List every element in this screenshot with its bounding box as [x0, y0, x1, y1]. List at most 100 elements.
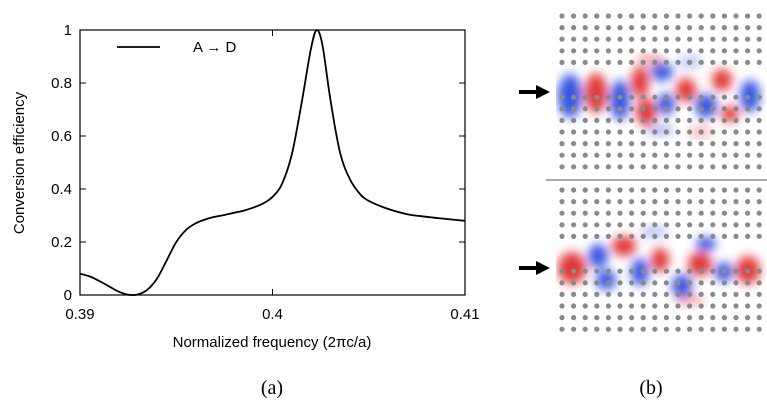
dielectric-rod	[605, 291, 612, 297]
dielectric-rod	[663, 94, 670, 100]
dielectric-rod	[605, 233, 612, 239]
dielectric-rod	[559, 280, 565, 286]
dielectric-rod	[756, 59, 762, 65]
dielectric-rod	[594, 59, 600, 65]
dielectric-rod	[640, 315, 646, 321]
dielectric-rod	[756, 129, 762, 135]
dielectric-rod	[605, 117, 612, 123]
dielectric-rod	[640, 268, 646, 274]
dielectric-rod	[721, 268, 728, 274]
dielectric-rod	[675, 36, 681, 42]
dielectric-rod	[571, 291, 577, 297]
dielectric-rod	[582, 59, 588, 65]
dielectric-rod	[559, 303, 565, 309]
dielectric-rod	[640, 129, 646, 135]
dielectric-rod	[582, 233, 588, 239]
y-axis-ticks: 0 0.2 0.4 0.6 0.8 1	[51, 22, 465, 304]
dielectric-rod	[721, 13, 728, 19]
dielectric-rod	[721, 326, 728, 332]
dielectric-rod	[571, 152, 577, 158]
dielectric-rod	[571, 187, 577, 193]
dielectric-rod	[605, 36, 612, 42]
dielectric-rod	[698, 303, 704, 309]
dielectric-rod	[663, 106, 670, 112]
dielectric-rod	[582, 129, 588, 135]
x-tick-label: 0.4	[262, 306, 283, 323]
legend: A → D	[117, 39, 237, 56]
dielectric-rod	[687, 291, 693, 297]
dielectric-rod	[594, 129, 600, 135]
dielectric-rod	[721, 152, 728, 158]
dielectric-rod	[559, 13, 565, 19]
dielectric-rod	[571, 36, 577, 42]
dielectric-rod	[675, 268, 681, 274]
dielectric-rod	[571, 25, 577, 31]
dielectric-rod	[710, 13, 716, 19]
dielectric-rod	[663, 303, 670, 309]
dielectric-rod	[629, 48, 635, 54]
dielectric-rod	[559, 210, 565, 216]
dielectric-rod	[675, 106, 681, 112]
dielectric-rod	[559, 268, 565, 274]
dielectric-rod	[733, 164, 739, 170]
dielectric-rod	[571, 326, 577, 332]
dielectric-rod	[605, 187, 612, 193]
dielectric-rod	[605, 222, 612, 228]
dielectric-rod	[733, 187, 739, 193]
dielectric-rod	[559, 25, 565, 31]
dielectric-rod	[559, 291, 565, 297]
dielectric-rod	[559, 141, 565, 147]
dielectric-rod	[559, 233, 565, 239]
dielectric-rod	[663, 291, 670, 297]
dielectric-rod	[559, 326, 565, 332]
dielectric-rod	[687, 199, 693, 205]
dielectric-rod	[675, 59, 681, 65]
dielectric-rod	[675, 291, 681, 297]
dielectric-rod	[733, 291, 739, 297]
dielectric-rod	[652, 187, 658, 193]
dielectric-rod	[594, 152, 600, 158]
dielectric-rod	[594, 117, 600, 123]
dielectric-rod	[605, 210, 612, 216]
field-map-top	[558, 54, 760, 138]
dielectric-rod	[756, 222, 762, 228]
dielectric-rod	[710, 280, 716, 286]
dielectric-rod	[675, 303, 681, 309]
dielectric-rod	[733, 106, 739, 112]
dielectric-rod	[745, 268, 751, 274]
dielectric-rod	[663, 59, 670, 65]
dielectric-rod	[559, 199, 565, 205]
dielectric-rod	[721, 59, 728, 65]
x-tick-label: 0.39	[65, 306, 94, 323]
dielectric-rod	[617, 280, 623, 286]
dielectric-rod	[756, 268, 762, 274]
dielectric-rod	[617, 222, 623, 228]
dielectric-rod	[605, 25, 612, 31]
dielectric-rod	[617, 59, 623, 65]
dielectric-rod	[675, 13, 681, 19]
dielectric-rod	[745, 59, 751, 65]
dielectric-rod	[605, 13, 612, 19]
dielectric-rod	[721, 25, 728, 31]
dielectric-rod	[571, 268, 577, 274]
dielectric-rod	[640, 291, 646, 297]
dielectric-rod	[721, 210, 728, 216]
dielectric-rod	[640, 164, 646, 170]
dielectric-rod	[559, 164, 565, 170]
dielectric-rod	[698, 315, 704, 321]
dielectric-rod	[629, 36, 635, 42]
dielectric-rod	[594, 326, 600, 332]
dielectric-rod	[594, 164, 600, 170]
dielectric-rod	[559, 36, 565, 42]
dielectric-rod	[687, 303, 693, 309]
dielectric-rod	[745, 117, 751, 123]
dielectric-rod	[675, 48, 681, 54]
dielectric-rod	[594, 36, 600, 42]
plot-frame	[79, 29, 466, 296]
dielectric-rod	[698, 48, 704, 54]
dielectric-rod	[756, 187, 762, 193]
dielectric-rod	[594, 106, 600, 112]
dielectric-rod	[721, 117, 728, 123]
dielectric-rod	[605, 303, 612, 309]
dielectric-rod	[571, 199, 577, 205]
